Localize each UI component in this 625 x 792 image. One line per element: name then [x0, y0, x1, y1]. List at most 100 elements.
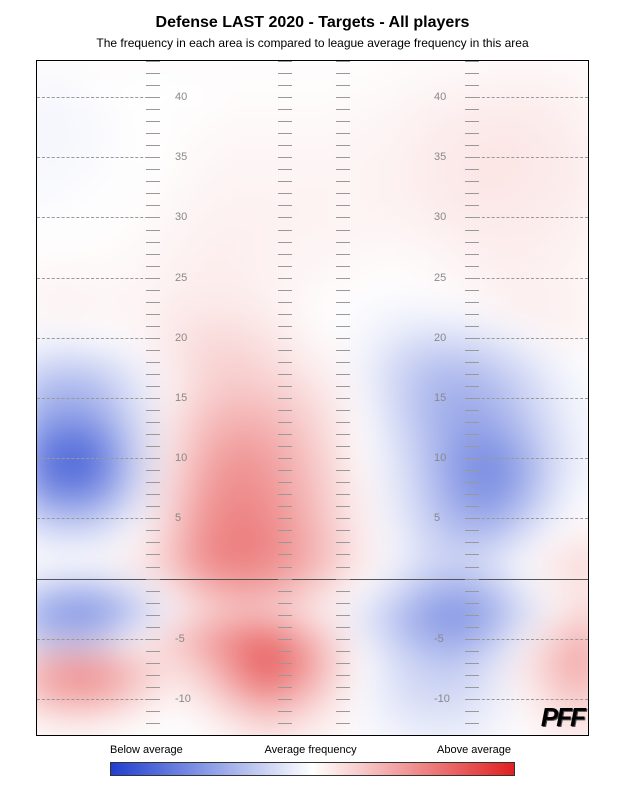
hash-mark — [146, 434, 160, 435]
hash-mark — [278, 446, 292, 447]
hash-mark — [146, 217, 160, 218]
hash-mark — [278, 362, 292, 363]
hash-mark — [278, 290, 292, 291]
hash-mark — [465, 157, 479, 158]
hash-mark — [278, 386, 292, 387]
yard-label: 30 — [434, 211, 446, 223]
hash-mark — [146, 554, 160, 555]
hash-mark — [278, 687, 292, 688]
hash-mark — [465, 266, 479, 267]
hash-mark — [336, 554, 350, 555]
hash-mark — [146, 494, 160, 495]
yard-line — [472, 338, 588, 339]
hash-mark — [278, 458, 292, 459]
hash-mark — [278, 242, 292, 243]
hash-mark — [146, 157, 160, 158]
hash-mark — [146, 61, 160, 62]
hash-mark — [278, 314, 292, 315]
yard-line — [472, 157, 588, 158]
hash-mark — [336, 518, 350, 519]
yard-label: 20 — [434, 332, 446, 344]
hash-mark — [336, 338, 350, 339]
yard-label: -5 — [175, 633, 185, 645]
hash-mark — [465, 591, 479, 592]
hash-mark — [278, 591, 292, 592]
hash-mark — [465, 254, 479, 255]
yard-line — [37, 458, 153, 459]
hash-mark — [146, 711, 160, 712]
hash-mark — [336, 675, 350, 676]
hash-mark — [336, 326, 350, 327]
hash-mark — [336, 470, 350, 471]
hash-mark — [336, 169, 350, 170]
hash-mark — [336, 530, 350, 531]
hash-mark — [278, 651, 292, 652]
hash-mark — [336, 254, 350, 255]
hash-mark — [278, 181, 292, 182]
hash-mark — [336, 434, 350, 435]
hash-mark — [146, 374, 160, 375]
hash-mark — [465, 181, 479, 182]
hash-mark — [465, 338, 479, 339]
hash-mark — [465, 518, 479, 519]
hash-mark — [146, 579, 160, 580]
hash-mark — [278, 723, 292, 724]
yard-line — [472, 278, 588, 279]
hash-mark — [278, 157, 292, 158]
hash-mark — [278, 398, 292, 399]
yard-line — [37, 97, 153, 98]
yard-label: -10 — [175, 693, 191, 705]
hash-mark — [278, 230, 292, 231]
hash-mark — [336, 591, 350, 592]
hash-mark — [465, 278, 479, 279]
yard-line — [37, 699, 153, 700]
hash-mark — [278, 422, 292, 423]
hash-mark — [146, 687, 160, 688]
legend-gradient-bar — [110, 762, 515, 776]
hash-mark — [465, 133, 479, 134]
hash-mark — [465, 61, 479, 62]
yard-label: 5 — [175, 512, 181, 524]
hash-mark — [278, 494, 292, 495]
hash-mark — [465, 398, 479, 399]
hash-mark — [278, 542, 292, 543]
hash-mark — [278, 350, 292, 351]
hash-mark — [336, 735, 350, 736]
hash-mark — [278, 97, 292, 98]
hash-mark — [465, 242, 479, 243]
hash-mark — [465, 482, 479, 483]
hash-mark — [336, 579, 350, 580]
hash-mark — [465, 542, 479, 543]
hash-mark — [336, 133, 350, 134]
hash-mark — [336, 278, 350, 279]
hash-mark — [465, 205, 479, 206]
hash-mark — [465, 735, 479, 736]
hash-mark — [278, 109, 292, 110]
hash-mark — [465, 314, 479, 315]
hash-mark — [146, 205, 160, 206]
yard-label: 20 — [175, 332, 187, 344]
hash-mark — [278, 374, 292, 375]
yard-label: 25 — [434, 272, 446, 284]
hash-mark — [465, 109, 479, 110]
yard-line — [37, 217, 153, 218]
field-plot-area: -10-10-5-5551010151520202525303035354040… — [36, 60, 589, 736]
hash-mark — [336, 482, 350, 483]
hash-mark — [336, 121, 350, 122]
hash-mark — [465, 603, 479, 604]
hash-mark — [146, 145, 160, 146]
yard-line — [37, 518, 153, 519]
hash-mark — [146, 290, 160, 291]
hash-mark — [336, 711, 350, 712]
hash-mark — [278, 145, 292, 146]
hash-mark — [336, 157, 350, 158]
hash-mark — [146, 506, 160, 507]
yard-line — [37, 157, 153, 158]
yard-line — [37, 338, 153, 339]
hash-mark — [465, 506, 479, 507]
hash-mark — [336, 446, 350, 447]
yard-label: 15 — [175, 392, 187, 404]
hash-mark — [465, 711, 479, 712]
chart-title: Defense LAST 2020 - Targets - All player… — [0, 14, 625, 32]
hash-mark — [278, 302, 292, 303]
